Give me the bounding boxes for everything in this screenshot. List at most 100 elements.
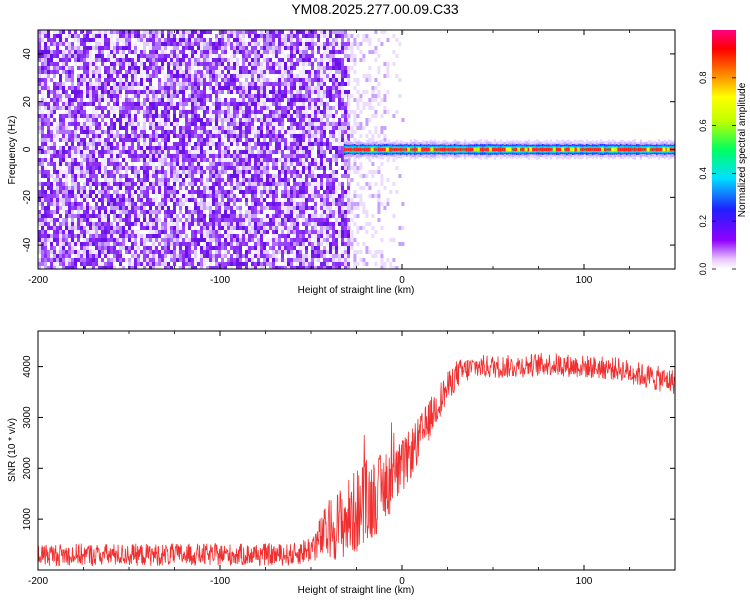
- noise-cell: [107, 150, 110, 154]
- noise-cell: [101, 154, 104, 158]
- noise-cell: [110, 138, 113, 142]
- noise-cell: [47, 62, 50, 66]
- noise-cell: [206, 82, 209, 86]
- noise-cell: [323, 30, 326, 34]
- noise-cell: [134, 202, 137, 206]
- noise-cell: [89, 214, 92, 218]
- noise-cell: [230, 190, 233, 194]
- noise-cell: [296, 94, 299, 98]
- noise-cell: [113, 94, 116, 98]
- noise-cell: [293, 50, 296, 54]
- noise-cell: [197, 166, 200, 170]
- noise-cell: [83, 98, 86, 102]
- noise-cell: [62, 94, 65, 98]
- noise-cell: [212, 178, 215, 182]
- noise-cell: [326, 178, 329, 182]
- noise-cell: [221, 126, 224, 130]
- noise-cell: [146, 66, 149, 70]
- noise-cell: [281, 186, 284, 190]
- noise-cell: [326, 170, 329, 174]
- noise-cell: [71, 198, 74, 202]
- noise-cell: [104, 126, 107, 130]
- noise-cell: [278, 98, 281, 102]
- noise-cell: [164, 154, 167, 158]
- noise-cell: [92, 62, 95, 66]
- noise-cell: [320, 162, 323, 166]
- noise-cell: [50, 218, 53, 222]
- noise-cell: [287, 174, 290, 178]
- noise-cell: [245, 142, 248, 146]
- noise-cell: [134, 182, 137, 186]
- noise-cell: [275, 170, 278, 174]
- noise-cell: [311, 78, 314, 82]
- noise-cell: [176, 78, 179, 82]
- noise-cell: [119, 178, 122, 182]
- noise-cell: [260, 102, 263, 106]
- noise-cell: [71, 218, 74, 222]
- noise-cell: [158, 90, 161, 94]
- noise-cell: [248, 158, 251, 162]
- noise-cell: [155, 170, 158, 174]
- noise-cell: [341, 62, 344, 66]
- noise-cell: [98, 190, 101, 194]
- noise-cell: [332, 170, 335, 174]
- noise-cell: [344, 122, 347, 126]
- noise-cell: [347, 58, 350, 62]
- noise-cell: [323, 118, 326, 122]
- noise-cell: [335, 30, 338, 34]
- noise-cell: [212, 154, 215, 158]
- noise-cell: [230, 154, 233, 158]
- noise-cell: [149, 150, 152, 154]
- noise-cell: [53, 146, 56, 150]
- noise-cell: [44, 218, 47, 222]
- noise-cell: [95, 58, 98, 62]
- noise-cell: [167, 158, 170, 162]
- noise-cell: [125, 130, 128, 134]
- noise-cell: [170, 158, 173, 162]
- noise-cell: [278, 54, 281, 58]
- noise-cell: [44, 66, 47, 70]
- noise-cell: [191, 150, 194, 154]
- noise-cell: [41, 34, 44, 38]
- noise-cell: [272, 154, 275, 158]
- noise-cell: [152, 154, 155, 158]
- noise-cell: [155, 86, 158, 90]
- noise-cell: [182, 50, 185, 54]
- noise-cell: [140, 50, 143, 54]
- noise-cell: [290, 210, 293, 214]
- noise-cell: [92, 66, 95, 70]
- noise-cell: [116, 142, 119, 146]
- noise-cell: [53, 218, 56, 222]
- noise-cell: [251, 78, 254, 82]
- noise-cell: [143, 126, 146, 130]
- noise-cell: [44, 122, 47, 126]
- noise-cell: [149, 178, 152, 182]
- noise-cell: [86, 174, 89, 178]
- noise-cell: [260, 170, 263, 174]
- noise-cell: [218, 118, 221, 122]
- noise-cell: [236, 166, 239, 170]
- noise-cell: [185, 38, 188, 42]
- noise-cell: [152, 170, 155, 174]
- noise-cell: [266, 46, 269, 50]
- noise-cell: [152, 46, 155, 50]
- noise-cell: [326, 166, 329, 170]
- noise-cell: [167, 82, 170, 86]
- noise-cell: [218, 126, 221, 130]
- noise-cell: [230, 178, 233, 182]
- noise-cell: [233, 122, 236, 126]
- noise-cell: [203, 210, 206, 214]
- noise-cell: [230, 30, 233, 34]
- noise-cell: [320, 218, 323, 222]
- noise-cell: [335, 46, 338, 50]
- noise-cell: [215, 78, 218, 82]
- noise-cell: [335, 122, 338, 126]
- noise-cell: [110, 30, 113, 34]
- noise-cell: [101, 202, 104, 206]
- noise-cell: [203, 146, 206, 150]
- noise-cell: [83, 194, 86, 198]
- noise-cell: [344, 42, 347, 46]
- noise-cell: [143, 114, 146, 118]
- noise-cell: [188, 142, 191, 146]
- noise-cell: [281, 50, 284, 54]
